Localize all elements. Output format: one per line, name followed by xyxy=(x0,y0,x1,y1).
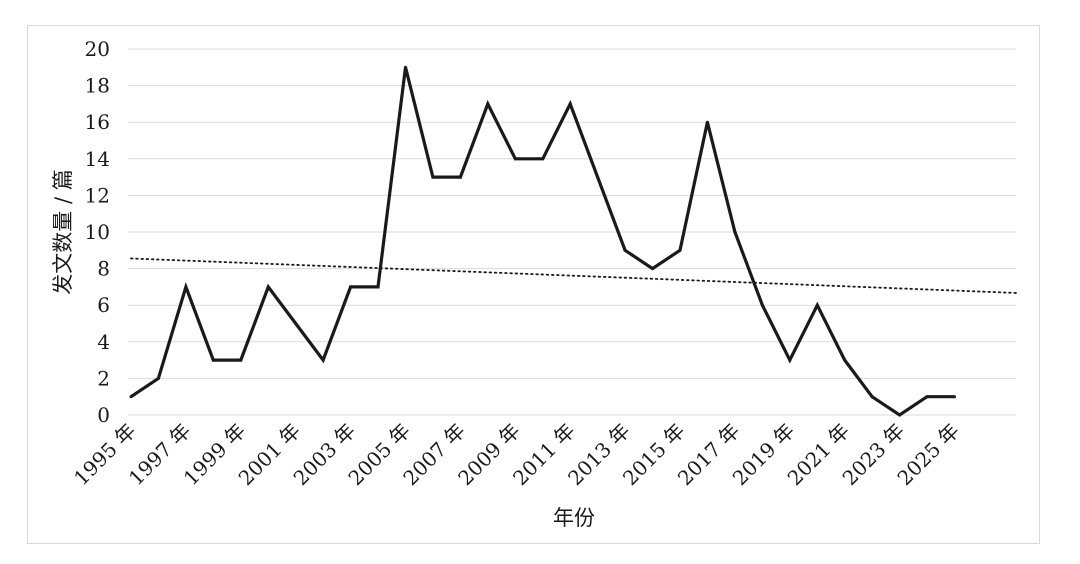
data-point xyxy=(925,395,929,399)
y-tick-label: 4 xyxy=(97,330,110,354)
data-point xyxy=(760,303,764,307)
data-point xyxy=(843,358,847,362)
y-tick-label: 16 xyxy=(85,110,110,134)
trend-line xyxy=(130,257,1017,294)
y-tick-label: 8 xyxy=(97,257,110,281)
y-tick-label: 2 xyxy=(97,366,110,390)
data-point xyxy=(788,358,792,362)
y-tick-label: 14 xyxy=(85,147,110,171)
data-point xyxy=(349,285,353,289)
chart-frame xyxy=(27,25,1040,544)
data-point xyxy=(870,395,874,399)
data-point xyxy=(184,285,188,289)
data-point xyxy=(431,175,435,179)
data-point xyxy=(294,322,298,325)
y-tick-labels: 0 2 4 6 8 10 12 14 16 18 20 xyxy=(85,37,110,427)
data-point xyxy=(596,175,600,179)
x-tick-label: 2025 年 xyxy=(892,419,964,491)
data-point xyxy=(733,230,737,234)
data-point xyxy=(266,285,270,289)
x-axis-title: 年份 xyxy=(553,506,595,530)
data-point xyxy=(129,395,133,399)
data-point xyxy=(458,175,462,179)
data-point xyxy=(513,157,517,161)
data-point xyxy=(541,157,545,161)
y-axis-title: 发文数量 / 篇 xyxy=(51,169,75,294)
gridlines xyxy=(128,48,1016,416)
data-point xyxy=(651,267,655,271)
y-tick-label: 10 xyxy=(85,220,110,244)
data-point xyxy=(376,285,380,289)
data-point xyxy=(815,303,819,307)
y-tick-label: 0 xyxy=(97,403,110,427)
data-points xyxy=(129,65,956,417)
data-point xyxy=(898,413,902,417)
y-tick-label: 6 xyxy=(97,293,110,317)
data-point xyxy=(211,358,215,362)
data-point xyxy=(239,358,243,362)
data-point xyxy=(623,248,627,252)
y-tick-label: 12 xyxy=(85,183,110,207)
data-point xyxy=(404,65,407,69)
y-tick-label: 18 xyxy=(85,74,110,98)
data-point xyxy=(486,102,490,106)
data-point xyxy=(678,248,682,252)
data-point xyxy=(568,102,572,106)
data-point xyxy=(953,395,956,399)
data-point xyxy=(321,358,325,362)
data-point xyxy=(156,376,160,380)
series-line xyxy=(130,66,955,417)
data-point xyxy=(705,120,709,124)
y-tick-label: 20 xyxy=(85,37,110,61)
